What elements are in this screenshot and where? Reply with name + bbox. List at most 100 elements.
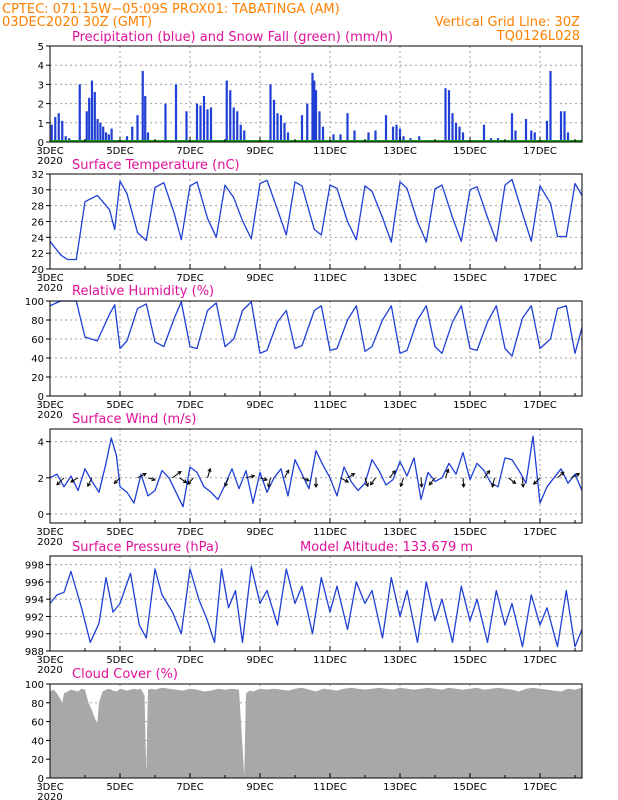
wind-arrow-head: [142, 472, 147, 477]
wind-arrow-head: [285, 469, 290, 474]
series-line: [49, 300, 583, 357]
panel-title-cloud-cover: Cloud Cover (%): [72, 667, 178, 682]
precip-bar: [395, 124, 398, 142]
wind-arrow: [370, 477, 376, 486]
precip-bar: [306, 103, 309, 142]
wind-arrow: [224, 477, 229, 487]
y-tick-label: 30: [31, 186, 44, 197]
wind-arrow: [87, 477, 93, 487]
precip-bar: [311, 72, 314, 142]
wind-arrow-head: [511, 479, 517, 485]
x-tick-label: 9DEC: [246, 400, 273, 411]
wind-arrow-head: [428, 481, 433, 486]
y-tick-label: 0: [38, 774, 44, 785]
wind-arrow-head: [151, 477, 156, 482]
x-tick-label: 3DEC: [36, 400, 63, 411]
y-tick-label: 60: [31, 335, 44, 346]
precip-bar: [444, 88, 447, 142]
precip-bar: [482, 124, 486, 142]
y-tick-label: 40: [31, 354, 44, 365]
precip-bar: [454, 122, 458, 142]
panel-wind: Surface Wind (m/s) 0 2 4 3DEC 5DEC 7DEC 9DEC 11…: [36, 412, 583, 548]
panel-pressure: Surface Pressure (hPa) Model Altitude: 1…: [25, 540, 583, 676]
x-year-label: 2020: [37, 283, 62, 294]
y-tick-label: 1: [38, 119, 44, 130]
precip-bar: [185, 111, 188, 142]
panel-frame: [49, 428, 583, 524]
x-tick-label: 7DEC: [176, 527, 203, 538]
precip-bar: [199, 105, 202, 142]
x-tick-label: 11DEC: [313, 527, 347, 538]
x-tick-label: 15DEC: [453, 782, 487, 793]
x-tick-label: 5DEC: [106, 273, 133, 284]
precip-bar: [195, 103, 199, 142]
wind-arrow: [340, 477, 349, 483]
precip-bar: [88, 97, 91, 142]
wind-arrow-head: [305, 477, 310, 482]
wind-arrow: [187, 477, 194, 485]
wind-arrow-head: [182, 479, 188, 484]
wind-arrow: [56, 477, 65, 486]
x-tick-label: 5DEC: [106, 782, 133, 793]
y-tick-label: 5: [38, 42, 44, 53]
x-tick-label: 11DEC: [313, 400, 347, 411]
wind-arrow: [364, 477, 369, 487]
header-date: 03DEC2020 30Z (GMT): [2, 15, 152, 30]
precip-bar: [243, 130, 246, 142]
x-tick-label: 11DEC: [313, 782, 347, 793]
precip-bar: [99, 122, 102, 142]
y-tick-label: 2: [38, 474, 44, 485]
precip-bar: [136, 115, 139, 142]
precip-bar: [279, 115, 283, 142]
y-tick-label: 996: [25, 578, 44, 589]
wind-arrow: [172, 471, 182, 479]
x-year-label: 2020: [37, 792, 62, 800]
precip-bar: [141, 70, 144, 142]
x-tick-label: 17DEC: [523, 273, 557, 284]
header-line1: CPTEC: 071:15W−05:09S PROX01: TABATINGA …: [2, 2, 340, 17]
x-tick-label: 11DEC: [313, 146, 347, 157]
wind-arrow: [429, 477, 436, 486]
precip-bar: [318, 111, 321, 142]
precip-bar: [332, 134, 335, 142]
x-tick-label: 7DEC: [176, 400, 203, 411]
x-tick-label: 15DEC: [453, 400, 487, 411]
precip-bar: [549, 70, 552, 142]
x-tick-label: 13DEC: [383, 782, 417, 793]
precip-bar: [107, 134, 110, 142]
wind-arrow-head: [486, 469, 491, 475]
x-tick-label: 9DEC: [246, 273, 273, 284]
wind-arrow-head: [461, 483, 466, 488]
wind-arrow-head: [187, 480, 192, 485]
wind-arrow-head: [364, 482, 369, 488]
x-year-label: 2020: [37, 410, 62, 421]
wind-arrow: [571, 473, 580, 479]
x-tick-label: 9DEC: [246, 782, 273, 793]
wind-arrow-head: [532, 480, 538, 485]
y-tick-label: 80: [31, 316, 44, 327]
x-tick-label: 15DEC: [453, 527, 487, 538]
wind-arrow: [179, 477, 187, 484]
y-tick-label: 988: [25, 647, 44, 658]
y-tick-label: 22: [31, 249, 44, 260]
panel-frame: [49, 45, 583, 143]
precip-bar: [102, 126, 105, 142]
precip-bar: [398, 128, 402, 142]
wind-arrow: [462, 477, 465, 487]
y-tick-label: 20: [31, 373, 44, 384]
precip-bar: [461, 132, 465, 142]
precip-bar: [418, 136, 421, 142]
precip-bar: [346, 113, 349, 142]
precip-bar: [272, 99, 276, 142]
precip-bar: [458, 126, 461, 142]
wind-arrow-head: [56, 481, 61, 486]
precip-bar: [164, 103, 167, 142]
y-tick-label: 100: [25, 680, 44, 691]
precip-bar: [131, 126, 134, 142]
series-line: [49, 178, 583, 261]
precip-bar: [374, 130, 377, 142]
wind-arrow: [400, 477, 404, 487]
x-year-label: 2020: [37, 537, 62, 548]
precip-bar: [353, 130, 356, 142]
